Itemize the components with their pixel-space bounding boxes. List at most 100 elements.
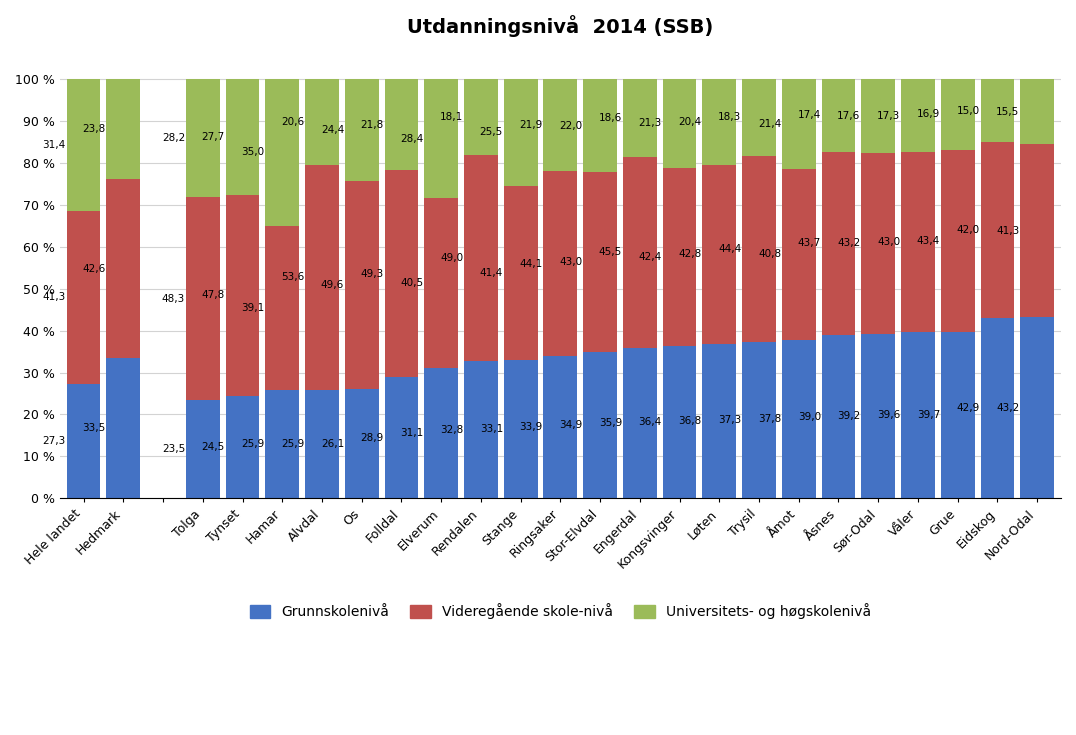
Text: 16,9: 16,9 bbox=[917, 110, 940, 120]
Bar bbox=[504, 359, 538, 498]
Text: 21,4: 21,4 bbox=[758, 119, 781, 129]
Bar bbox=[623, 157, 656, 348]
Text: 39,6: 39,6 bbox=[877, 410, 901, 420]
Text: 43,4: 43,4 bbox=[917, 236, 940, 246]
Bar bbox=[742, 156, 776, 342]
Title: Utdanningsnivå  2014 (SSB): Utdanningsnivå 2014 (SSB) bbox=[407, 15, 713, 37]
Text: 26,1: 26,1 bbox=[321, 439, 344, 448]
Text: 43,0: 43,0 bbox=[877, 237, 901, 247]
Bar bbox=[543, 171, 577, 356]
Text: 21,3: 21,3 bbox=[639, 118, 662, 128]
Bar bbox=[186, 197, 220, 400]
Bar bbox=[344, 79, 379, 181]
Text: 44,1: 44,1 bbox=[520, 259, 542, 269]
Text: 41,3: 41,3 bbox=[996, 226, 1019, 236]
Bar bbox=[543, 79, 577, 171]
Bar bbox=[742, 79, 776, 156]
Text: 18,1: 18,1 bbox=[440, 112, 464, 122]
Bar bbox=[1020, 318, 1054, 498]
Text: 49,0: 49,0 bbox=[440, 253, 464, 263]
Text: 23,8: 23,8 bbox=[83, 124, 105, 135]
Text: 36,4: 36,4 bbox=[639, 417, 662, 427]
Bar bbox=[266, 79, 299, 226]
Bar bbox=[940, 150, 975, 332]
Bar bbox=[663, 79, 696, 168]
Bar bbox=[107, 179, 140, 358]
Text: 42,4: 42,4 bbox=[639, 252, 662, 262]
Text: 31,1: 31,1 bbox=[400, 429, 424, 438]
Bar bbox=[384, 377, 419, 498]
Text: 37,3: 37,3 bbox=[718, 415, 741, 425]
Text: 53,6: 53,6 bbox=[281, 273, 305, 282]
Bar bbox=[504, 186, 538, 359]
Text: 33,1: 33,1 bbox=[480, 424, 502, 434]
Text: 20,6: 20,6 bbox=[281, 117, 305, 126]
Bar bbox=[940, 332, 975, 498]
Bar bbox=[186, 79, 220, 197]
Text: 45,5: 45,5 bbox=[599, 248, 622, 257]
Bar bbox=[424, 198, 458, 368]
Text: 43,7: 43,7 bbox=[797, 238, 821, 248]
Bar bbox=[67, 79, 100, 211]
Bar bbox=[822, 79, 855, 151]
Text: 33,5: 33,5 bbox=[83, 423, 105, 433]
Text: 24,5: 24,5 bbox=[201, 442, 225, 452]
Bar bbox=[67, 211, 100, 384]
Text: 28,2: 28,2 bbox=[161, 133, 185, 143]
Bar bbox=[862, 153, 895, 334]
Text: 27,7: 27,7 bbox=[201, 132, 225, 142]
Text: 17,4: 17,4 bbox=[797, 110, 821, 120]
Text: 36,8: 36,8 bbox=[678, 416, 702, 426]
Text: 28,4: 28,4 bbox=[400, 134, 424, 143]
Bar bbox=[980, 318, 1015, 498]
Bar bbox=[107, 79, 140, 179]
Text: 39,1: 39,1 bbox=[241, 303, 265, 313]
Bar bbox=[623, 79, 656, 157]
Bar bbox=[464, 79, 498, 155]
Text: 15,0: 15,0 bbox=[957, 106, 980, 116]
Bar bbox=[1020, 79, 1054, 144]
Text: 33,9: 33,9 bbox=[520, 423, 542, 432]
Bar bbox=[782, 340, 816, 498]
Bar bbox=[226, 79, 259, 196]
Bar bbox=[862, 79, 895, 153]
Text: 49,3: 49,3 bbox=[360, 269, 384, 279]
Bar bbox=[782, 79, 816, 169]
Text: 23,5: 23,5 bbox=[161, 444, 185, 454]
Bar bbox=[980, 143, 1015, 318]
Text: 28,9: 28,9 bbox=[360, 433, 384, 442]
Text: 43,0: 43,0 bbox=[560, 257, 582, 267]
Bar bbox=[424, 79, 458, 198]
Bar bbox=[306, 390, 339, 498]
Text: 18,3: 18,3 bbox=[718, 112, 741, 122]
Bar bbox=[583, 352, 617, 498]
Bar bbox=[67, 384, 100, 498]
Bar bbox=[583, 79, 617, 172]
Bar bbox=[703, 79, 736, 165]
Bar bbox=[504, 79, 538, 186]
Text: 39,0: 39,0 bbox=[797, 412, 821, 422]
Text: 42,8: 42,8 bbox=[678, 249, 702, 259]
Text: 32,8: 32,8 bbox=[440, 425, 464, 434]
Text: 17,3: 17,3 bbox=[877, 111, 901, 121]
Text: 15,5: 15,5 bbox=[996, 107, 1019, 117]
Bar bbox=[464, 155, 498, 361]
Text: 34,9: 34,9 bbox=[560, 420, 582, 430]
Text: 21,9: 21,9 bbox=[520, 121, 542, 130]
Text: 25,9: 25,9 bbox=[241, 439, 265, 449]
Text: 40,5: 40,5 bbox=[400, 278, 424, 288]
Bar bbox=[703, 165, 736, 344]
Bar bbox=[782, 169, 816, 340]
Bar bbox=[306, 79, 339, 165]
Bar bbox=[703, 344, 736, 498]
Bar bbox=[384, 79, 419, 171]
Bar bbox=[940, 79, 975, 150]
Bar bbox=[543, 356, 577, 498]
Bar bbox=[226, 196, 259, 395]
Bar bbox=[226, 395, 259, 498]
Bar bbox=[306, 165, 339, 390]
Text: 31,4: 31,4 bbox=[43, 140, 66, 150]
Bar bbox=[822, 335, 855, 498]
Bar bbox=[266, 226, 299, 390]
Text: 37,8: 37,8 bbox=[758, 414, 781, 424]
